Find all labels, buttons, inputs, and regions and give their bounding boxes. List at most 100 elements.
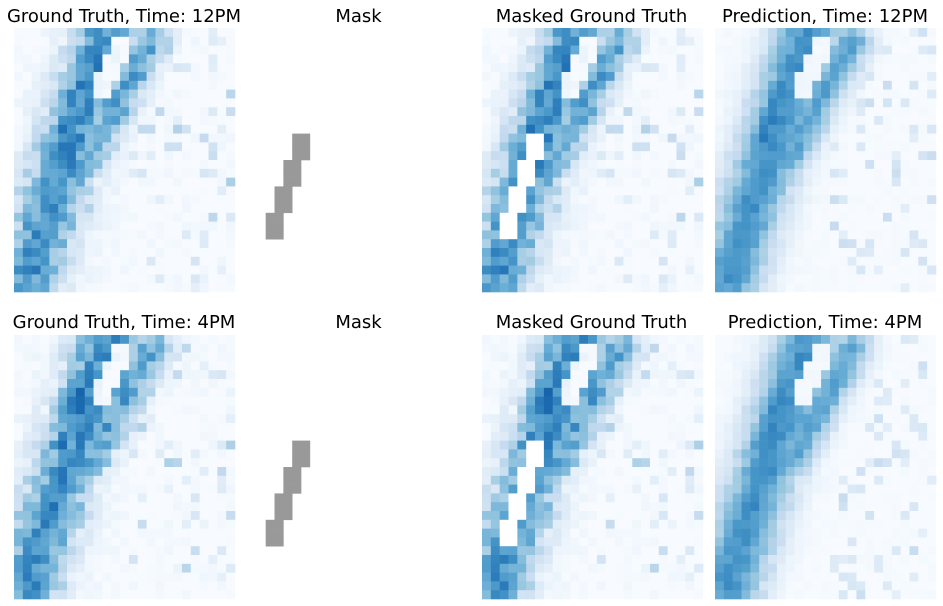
heatmap-0-cell-7-3: [40, 89, 50, 99]
heatmap-0-cell-1-23: [217, 36, 227, 46]
heatmap-2-cell-1-0: [482, 36, 492, 46]
heatmap-7-cell-25-8: [785, 555, 795, 565]
heatmap-6-cell-14-24: [694, 458, 704, 468]
heatmap-3-cell-28-19: [882, 274, 893, 284]
heatmap-3-cell-25-22: [909, 248, 919, 258]
heatmap-3-cell-3-5: [759, 54, 769, 64]
heatmap-0-cell-10-20: [190, 116, 200, 126]
heatmap-3-cell-29-8: [785, 283, 795, 293]
heatmap-6-cell-25-16: [623, 555, 633, 565]
heatmap-4-cell-14-4: [49, 458, 59, 468]
heatmap-3-cell-16-19: [882, 168, 893, 178]
heatmap-6-cell-0-14: [605, 335, 615, 345]
heatmap-6-cell-22-8: [552, 528, 562, 538]
heatmap-2-cell-18-2: [499, 186, 509, 196]
heatmap-3-cell-22-10: [803, 221, 813, 231]
heatmap-4-cell-12-0: [14, 440, 24, 450]
heatmap-2-cell-16-18: [641, 168, 651, 178]
heatmap-4-cell-8-10: [102, 405, 112, 415]
heatmap-0-cell-22-7: [75, 221, 86, 231]
heatmap-2-cell-23-12: [588, 230, 598, 240]
heatmap-0-cell-28-6: [67, 274, 77, 284]
heatmap-7-cell-27-13: [829, 572, 840, 582]
heatmap-4-cell-29-13: [128, 590, 139, 600]
heatmap-3-cell-19-21: [900, 195, 910, 205]
heatmap-4-cell-18-5: [58, 493, 68, 503]
heatmap-0-cell-2-12: [120, 45, 130, 55]
heatmap-4-cell-27-3: [40, 572, 50, 582]
heatmap-0-cell-2-4: [49, 45, 59, 55]
mask-5-cell-14-6: [301, 458, 311, 468]
heatmap-3-cell-23-12: [821, 230, 831, 240]
heatmap-7-cell-6-7: [776, 387, 787, 397]
heatmap-4-cell-8-14: [137, 405, 147, 415]
heatmap-0-cell-13-6: [67, 142, 77, 152]
heatmap-2-cell-5-0: [482, 72, 492, 82]
heatmap-7-cell-2-12: [821, 352, 831, 362]
heatmap-6-cell-4-7: [543, 370, 554, 380]
heatmap-7-cell-12-21: [900, 440, 910, 450]
heatmap-7-cell-6-10: [803, 387, 813, 397]
heatmap-3-cell-15-11: [812, 160, 822, 170]
heatmap-2-cell-12-12: [588, 133, 598, 143]
heatmap-4-cell-11-1: [22, 431, 32, 441]
heatmap-7-cell-25-7: [776, 555, 787, 565]
heatmap-7-cell-0-8: [785, 335, 795, 345]
heatmap-3-cell-25-9: [794, 248, 804, 258]
heatmap-7-cell-15-17: [865, 467, 875, 477]
heatmap-7-cell-0-12: [821, 335, 831, 345]
heatmap-0-cell-9-8: [84, 107, 94, 117]
heatmap-4-cell-22-24: [226, 528, 236, 538]
heatmap-6-cell-19-12: [588, 502, 598, 512]
heatmap-2-cell-6-22: [676, 80, 686, 90]
heatmap-0-cell-11-22: [208, 124, 218, 134]
heatmap-3-cell-26-5: [759, 256, 769, 266]
heatmap-3-cell-24-2: [732, 239, 742, 249]
heatmap-3-cell-22-17: [865, 221, 875, 231]
heatmap-0-cell-19-24: [226, 195, 236, 205]
heatmap-4-cell-9-21: [199, 414, 209, 424]
heatmap-2-cell-11-16: [623, 124, 633, 134]
heatmap-7-cell-16-12: [821, 475, 831, 485]
heatmap-3-cell-12-3: [741, 133, 751, 143]
heatmap-3-cell-25-2: [732, 248, 742, 258]
heatmap-7-cell-5-0: [715, 379, 725, 389]
heatmap-7-cell-16-15: [847, 475, 857, 485]
heatmap-7-cell-25-2: [732, 555, 742, 565]
heatmap-6-cell-1-17: [632, 343, 642, 353]
heatmap-0-cell-28-11: [111, 274, 121, 284]
heatmap-4-cell-16-4: [49, 475, 59, 485]
heatmap-3-cell-15-23: [918, 160, 928, 170]
heatmap-4-cell-15-13: [128, 467, 139, 477]
heatmap-7-cell-25-14: [838, 555, 848, 565]
heatmap-2-cell-15-18: [641, 160, 651, 170]
heatmap-6-cell-27-19: [649, 572, 660, 582]
heatmap-7-cell-12-9: [794, 440, 804, 450]
heatmap-7-cell-24-15: [847, 546, 857, 556]
heatmap-6-cell-20-2: [499, 511, 509, 521]
heatmap-4-cell-9-13: [128, 414, 139, 424]
heatmap-6-cell-13-5: [526, 449, 536, 459]
heatmap-7-cell-13-18: [874, 449, 884, 459]
heatmap-7-cell-29-0: [715, 590, 725, 600]
heatmap-0-cell-18-20: [190, 186, 200, 196]
heatmap-7-cell-10-20: [891, 423, 901, 433]
heatmap-3-cell-6-23: [918, 80, 928, 90]
heatmap-6-cell-11-12: [588, 431, 598, 441]
heatmap-2-cell-14-22: [676, 151, 686, 161]
heatmap-2-cell-16-23: [685, 168, 695, 178]
heatmap-3-cell-10-6: [768, 116, 778, 126]
heatmap-2-cell-26-9: [561, 256, 571, 266]
heatmap-3-cell-27-22: [909, 265, 919, 275]
heatmap-3-cell-3-2: [732, 54, 742, 64]
heatmap-2-cell-11-19: [649, 124, 660, 134]
heatmap-6-cell-10-2: [499, 423, 509, 433]
heatmap-6-cell-13-1: [490, 449, 500, 459]
heatmap-6-cell-23-2: [499, 537, 509, 547]
heatmap-3-cell-27-8: [785, 265, 795, 275]
heatmap-2-cell-21-21: [667, 212, 677, 222]
heatmap-4-cell-0-2: [31, 335, 41, 345]
heatmap-6-cell-19-18: [641, 502, 651, 512]
heatmap-7-cell-9-8: [785, 414, 795, 424]
heatmap-6-cell-11-8: [552, 431, 562, 441]
